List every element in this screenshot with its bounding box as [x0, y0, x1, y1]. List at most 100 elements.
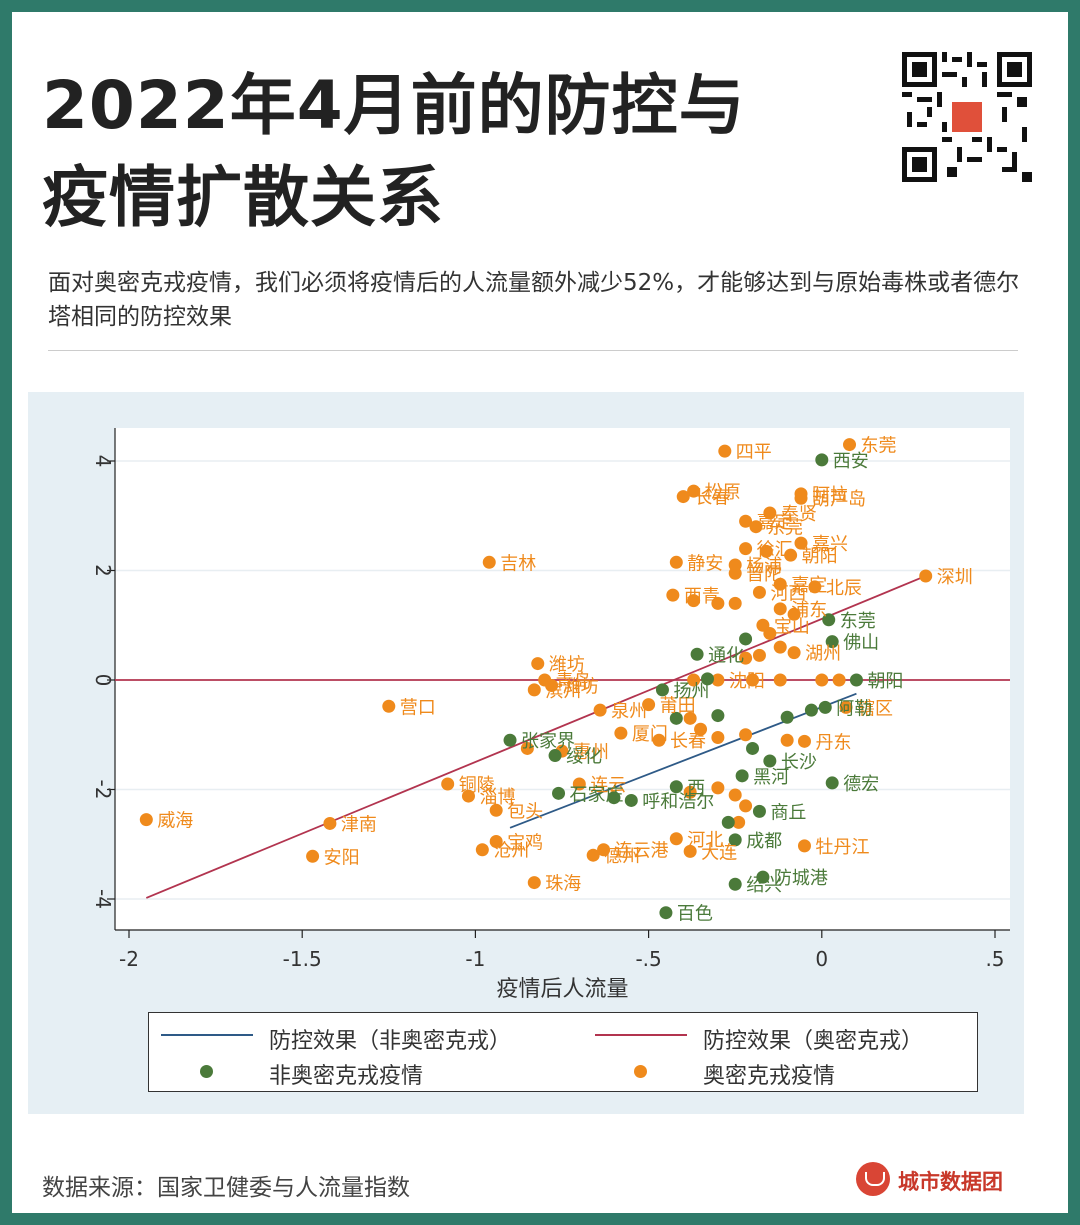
point-omicron	[797, 734, 811, 748]
point-omicron	[527, 876, 541, 890]
point-omicron	[773, 602, 787, 616]
point-label: 河北	[687, 830, 723, 851]
point-non-omicron	[849, 673, 863, 687]
point-label: 呼和浩尔	[642, 791, 714, 812]
point-label: 石家庄	[570, 784, 624, 805]
point-label: 徐汇	[757, 540, 793, 561]
point-omicron	[683, 711, 697, 725]
point-omicron	[794, 491, 808, 505]
point-omicron	[597, 843, 611, 857]
point-label: 葫芦岛	[812, 489, 866, 510]
point-omicron	[763, 506, 777, 520]
point-non-omicron	[756, 870, 770, 884]
point-label: 沧州	[493, 841, 529, 862]
point-omicron	[773, 673, 787, 687]
point-label: 佛山	[843, 633, 879, 654]
point-omicron	[739, 799, 753, 813]
point-omicron	[676, 490, 690, 504]
point-label: 通化	[708, 645, 744, 666]
point-omicron	[832, 673, 846, 687]
x-tick-label: -2	[119, 947, 139, 971]
point-non-omicron	[822, 613, 836, 627]
axes: -4 -2 0 2 4 -2 -1.5 -1 -.5 0 .5 疫情后人流量	[91, 428, 1010, 1002]
point-omicron	[749, 520, 763, 534]
point-label: 阿勒	[836, 698, 872, 719]
point-non-omicron	[739, 632, 753, 646]
point-omicron	[669, 832, 683, 846]
point-omicron	[694, 722, 708, 736]
brand-name: 城市数据团	[898, 1170, 1003, 1194]
point-omicron	[527, 683, 541, 697]
point-non-omicron	[711, 709, 725, 723]
point-label: 营口	[400, 697, 436, 718]
point-omicron	[752, 648, 766, 662]
point-label: 朝阳	[802, 546, 838, 567]
point-omicron	[683, 844, 697, 858]
point-omicron	[773, 577, 787, 591]
point-non-omicron	[815, 453, 829, 467]
y-tick-label: -4	[91, 889, 115, 909]
point-label: 沈阳	[729, 671, 765, 692]
legend-label-omicron-line: 防控效果（奥密克戎）	[703, 1029, 924, 1054]
x-tick-label: -1.5	[283, 947, 322, 971]
point-label: 扬州	[673, 681, 709, 702]
title-line-2: 疫情扩散关系	[42, 159, 444, 236]
point-non-omicron	[752, 804, 766, 818]
point-non-omicron	[721, 815, 735, 829]
point-label: 辖区	[857, 698, 893, 719]
point-label: 丹东	[815, 732, 851, 753]
point-label: 奉贤	[781, 504, 817, 525]
point-label: 泉州	[611, 701, 647, 722]
legend-swatch-non-omicron-dot	[200, 1065, 213, 1078]
point-label: 淄博	[479, 787, 515, 808]
point-omicron	[711, 596, 725, 610]
page-title: 2022年4月前的防控与 疫情扩散关系	[42, 60, 746, 244]
point-omicron	[593, 703, 607, 717]
point-label: 东莞	[767, 518, 803, 539]
point-label: 青岛	[556, 671, 592, 692]
point-omicron	[669, 555, 683, 569]
point-omicron	[732, 815, 746, 829]
point-label: 北辰	[826, 578, 862, 599]
point-label: 朝阳	[867, 671, 903, 692]
point-label: 阿拉	[812, 485, 848, 506]
points	[139, 438, 933, 920]
point-label: 东莞	[861, 436, 897, 457]
point-omicron	[794, 536, 808, 550]
point-label: 深圳	[937, 567, 973, 588]
point-omicron	[489, 803, 503, 817]
point-label: 嘉定	[791, 575, 827, 596]
point-non-omicron	[825, 635, 839, 649]
point-omicron	[739, 728, 753, 742]
point-label: 大连	[701, 842, 737, 863]
point-omicron	[482, 555, 496, 569]
point-omicron	[475, 843, 489, 857]
point-omicron	[752, 585, 766, 599]
point-label: 黑河	[753, 767, 789, 788]
point-label: 松原	[705, 482, 741, 503]
point-label: 静安	[687, 553, 723, 574]
point-non-omicron	[735, 769, 749, 783]
y-tick-label: 0	[91, 674, 115, 687]
point-label: 威海	[157, 811, 193, 832]
point-non-omicron	[804, 703, 818, 717]
point-non-omicron	[669, 780, 683, 794]
point-non-omicron	[780, 710, 794, 724]
point-label: 连云港	[615, 841, 669, 862]
qr-code-icon	[902, 52, 1032, 182]
title-line-1: 2022年4月前的防控与	[42, 67, 746, 144]
point-label: 张家界	[521, 731, 575, 752]
point-omicron	[687, 594, 701, 608]
point-omicron	[614, 726, 628, 740]
point-omicron	[780, 733, 794, 747]
point-omicron	[711, 781, 725, 795]
legend-swatch-non-omicron-line	[161, 1034, 253, 1036]
point-label: 商丘	[770, 802, 806, 823]
point-non-omicron	[728, 877, 742, 891]
point-omicron	[919, 569, 933, 583]
point-label: 成都	[746, 831, 782, 852]
point-omicron	[787, 607, 801, 621]
fit-line-non-omicron	[509, 692, 857, 829]
subtitle: 面对奥密克戎疫情，我们必须将疫情后的人流量额外减少52%，才能够达到与原始毒株或…	[48, 270, 1020, 330]
